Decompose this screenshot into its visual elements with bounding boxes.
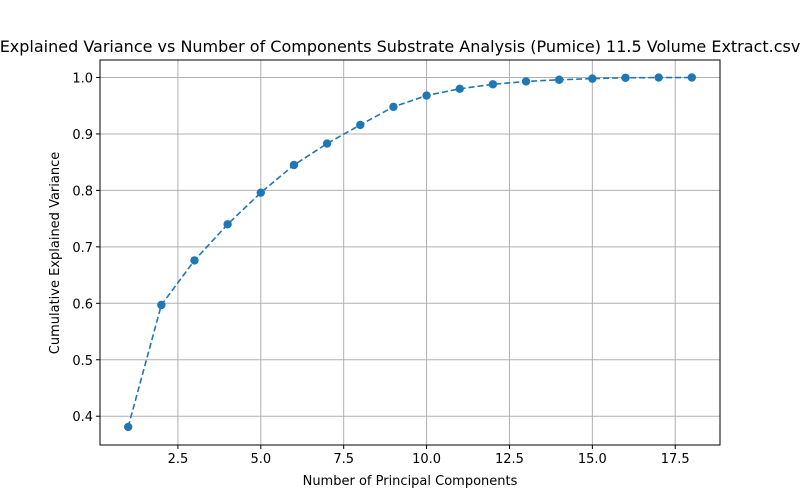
y-tick-label: 0.8 <box>72 184 93 199</box>
data-point <box>422 91 431 100</box>
data-point <box>157 300 166 310</box>
y-tick-label: 0.4 <box>72 410 93 425</box>
data-point <box>521 77 531 86</box>
data-point <box>289 160 299 170</box>
data-point <box>389 102 398 112</box>
data-point <box>223 220 232 229</box>
y-tick-label: 0.7 <box>72 241 93 256</box>
x-tick-label: 15.0 <box>578 452 607 467</box>
data-point <box>356 120 365 130</box>
y-tick-label: 0.9 <box>72 128 93 143</box>
data-point <box>488 80 498 89</box>
data-point <box>123 422 133 432</box>
data-point <box>455 84 464 93</box>
data-point <box>256 188 266 197</box>
data-point <box>654 73 663 82</box>
series-line <box>127 76 692 428</box>
x-tick-label: 12.5 <box>495 452 524 467</box>
plot-area-frame <box>99 59 721 446</box>
data-point <box>588 74 597 83</box>
data-point <box>322 139 332 148</box>
y-tick-label: 1.0 <box>72 72 93 87</box>
data-series <box>123 73 697 432</box>
chart-title: Explained Variance vs Number of Componen… <box>0 37 800 56</box>
data-point <box>554 75 564 84</box>
x-axis-label: Number of Principal Components <box>303 474 518 489</box>
x-tick-label: 10.0 <box>412 452 441 467</box>
y-tick-label: 0.5 <box>72 354 93 369</box>
data-point <box>687 73 697 82</box>
data-point <box>190 256 199 265</box>
y-axis-label: Cumulative Explained Variance <box>48 152 63 354</box>
axis-ticks: 2.5 5.0 7.5 10.0 12.5 15.0 17.5 0.4 0.5 0.6 0.7 0.8… <box>72 72 689 468</box>
y-tick-label: 0.6 <box>72 297 93 312</box>
x-tick-label: 7.5 <box>333 452 354 467</box>
x-tick-label: 17.5 <box>661 452 690 467</box>
x-tick-label: 2.5 <box>168 452 189 467</box>
x-tick-label: 5.0 <box>250 452 271 467</box>
data-point <box>621 73 630 82</box>
